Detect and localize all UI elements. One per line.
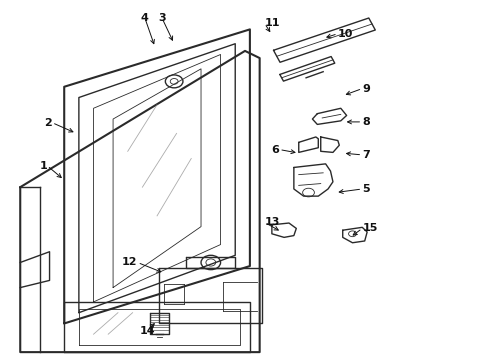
Text: 1: 1 — [39, 161, 47, 171]
Text: 7: 7 — [362, 150, 370, 160]
Text: 15: 15 — [362, 224, 378, 233]
Text: 11: 11 — [265, 18, 280, 28]
Text: 9: 9 — [362, 84, 370, 94]
Text: 8: 8 — [362, 117, 370, 127]
Text: 14: 14 — [140, 325, 155, 336]
Text: 3: 3 — [158, 13, 166, 23]
Text: 12: 12 — [122, 257, 138, 267]
Text: 4: 4 — [141, 13, 149, 23]
Text: 2: 2 — [44, 118, 52, 128]
Text: 13: 13 — [265, 217, 280, 227]
Text: 5: 5 — [362, 184, 370, 194]
Text: 10: 10 — [338, 29, 353, 39]
Text: 6: 6 — [271, 144, 279, 154]
